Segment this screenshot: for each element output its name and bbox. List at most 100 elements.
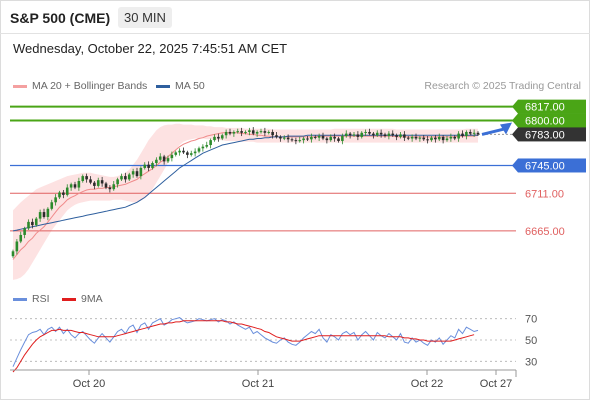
candle-body [27,221,30,229]
candle-body [329,136,333,141]
candle-body [186,152,189,155]
ma20-swatch-icon [13,84,27,88]
research-credit: Research © 2025 Trading Central [424,80,581,92]
candle-body [414,136,418,139]
candle-body [445,138,449,141]
level-tag-bg [518,127,586,142]
candle-body [42,212,46,217]
candle-body [201,146,205,149]
candle-body [127,174,131,180]
level-label: 6711.00 [525,188,564,200]
candle-body [457,133,460,139]
level-tag-bg [518,113,586,128]
candle-body [69,184,73,188]
candle-body [143,164,147,168]
candle-body [465,131,468,137]
candle-body [205,145,209,147]
candle-body [461,133,464,137]
candle-body [151,163,154,168]
level-tag-6800.00: 6800.00 [512,113,586,128]
candle-body [112,184,116,190]
candle-body [182,150,185,153]
legend-rsi-ma: 9MA [62,293,103,305]
x-tick-label: Oct 22 [411,378,443,390]
candle-body [240,131,243,133]
candle-body [11,251,15,257]
candle-body [317,136,321,138]
candle-body [248,130,251,132]
candle-body [174,152,178,155]
candle-body [124,176,127,180]
level-tag-pointer [512,99,518,114]
level-label: 6817.00 [525,102,565,114]
candle-body [372,133,375,136]
timeframe-badge[interactable]: 30 MIN [118,7,172,28]
candle-body [267,131,271,133]
candle-body [209,140,212,146]
candle-body [379,132,383,135]
level-label: 6800.00 [525,116,565,128]
candle-body [290,139,294,141]
legend-ma20-bollinger: MA 20 + Bollinger Bands [13,80,147,92]
candle-body [255,131,259,134]
level-tag-6665.00: 6665.00 [525,226,565,238]
candle-body [89,179,92,183]
legend-ma20-label: MA 20 + Bollinger Bands [32,80,148,92]
candle-body [120,176,123,180]
candle-body [391,133,395,136]
candle-body [73,184,77,188]
ma50-swatch-icon [156,84,170,88]
rsi-tick-label: 30 [525,356,537,368]
x-tick-label: Oct 27 [480,378,512,390]
level-tag-6745.00: 6745.00 [512,158,586,173]
level-tag-pointer [512,113,518,128]
candle-body [213,136,216,141]
candle-body [383,134,387,137]
candle-body [158,156,162,160]
level-tag-pointer [512,127,518,142]
candle-body [279,136,282,139]
candle-body [38,212,42,219]
candle-body [228,131,232,134]
candle-body [85,176,88,180]
instrument-title: S&P 500 (CME) [10,10,111,26]
candle-body [244,131,247,133]
candle-body [178,150,181,153]
candle-body [395,135,398,137]
forecast-arrow-shaft [481,127,507,136]
candle-body [34,218,38,226]
bollinger-band-fill [13,123,478,280]
candle-body [468,131,472,134]
candle-body [46,208,50,217]
candle-body [93,182,96,186]
candle-body [236,131,240,133]
rsi-tick-label: 50 [525,335,537,347]
candle-body [197,148,201,152]
candle-body [62,192,65,195]
candle-body [263,131,267,133]
level-label: 6745.00 [525,160,565,172]
legend-ma50: MA 50 [156,80,205,92]
candle-body [50,202,54,209]
candle-body [472,132,476,134]
candle-body [356,134,360,137]
candle-body [406,137,410,139]
candle-body [368,131,371,134]
candle-body [375,132,379,136]
candle-body [310,136,313,140]
level-tag-pointer [512,158,518,173]
candle-body [217,136,220,139]
candle-body [19,234,23,242]
level-tag-bg [518,158,586,173]
candle-body [147,164,150,168]
candle-body [294,140,298,142]
candle-body [251,130,255,134]
candle-body [410,136,414,139]
candle-body [453,136,457,139]
candle-body [325,138,329,141]
candle-body [302,138,305,141]
candle-body [65,187,69,195]
candle-body [360,132,364,137]
candle-body [403,134,406,138]
